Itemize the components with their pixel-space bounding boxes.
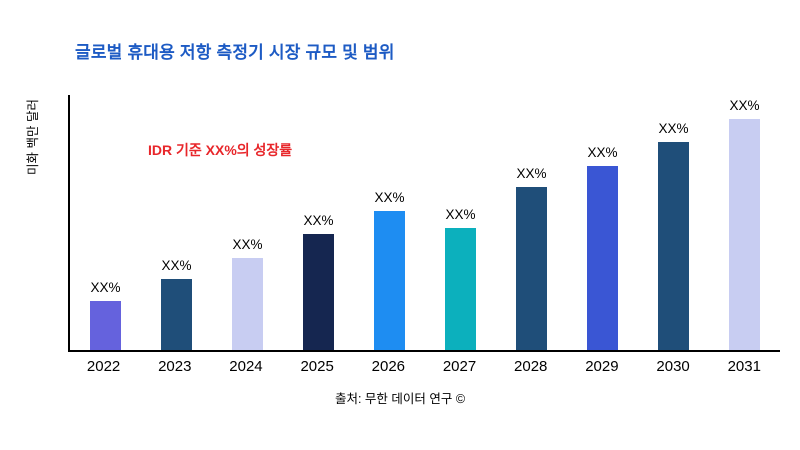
- bar-value-label: XX%: [303, 213, 334, 228]
- x-tick-label: 2028: [514, 358, 548, 375]
- bar-column: XX%: [370, 95, 410, 350]
- bar: [374, 211, 405, 350]
- bar-value-label: XX%: [90, 280, 121, 295]
- bar-value-label: XX%: [516, 166, 547, 181]
- bar-value-label: XX%: [445, 207, 476, 222]
- plot-area: XX% XX% XX% XX% XX% XX% XX% XX% XX% XX%: [68, 95, 780, 352]
- chart-title: 글로벌 휴대용 저항 측정기 시장 규모 및 범위: [75, 43, 395, 62]
- bar-column: XX%: [583, 95, 623, 350]
- x-tick-label: 2025: [300, 358, 334, 375]
- bars-row: XX% XX% XX% XX% XX% XX% XX% XX% XX% XX%: [70, 95, 780, 350]
- bar: [587, 166, 618, 350]
- bar: [90, 301, 121, 350]
- bar-value-label: XX%: [729, 98, 760, 113]
- source-attribution: 출처: 무한 데이터 연구 ©: [334, 392, 466, 406]
- bar: [303, 234, 334, 350]
- bar-column: XX%: [725, 95, 765, 350]
- growth-rate-annotation: IDR 기준 XX%의 성장률: [148, 142, 293, 158]
- bar-value-label: XX%: [232, 237, 263, 252]
- x-tick-label: 2022: [86, 358, 121, 375]
- x-tick-label: 2027: [442, 358, 477, 375]
- bar-column: XX%: [512, 95, 552, 350]
- bar-column: XX%: [228, 95, 268, 350]
- bar: [445, 228, 476, 350]
- x-tick-label: 2024: [229, 358, 263, 375]
- bar-value-label: XX%: [374, 190, 405, 205]
- x-tick-label: 2030: [656, 358, 690, 375]
- x-tick-label: 2026: [371, 358, 406, 375]
- bar-column: XX%: [441, 95, 481, 350]
- bar: [232, 258, 263, 350]
- bar-value-label: XX%: [161, 258, 192, 273]
- x-tick-label: 2031: [727, 358, 761, 375]
- x-axis-tick-labels: 2022 2023 2024 2025 2026 2027 2028 2029 2030 2031: [68, 358, 780, 375]
- bar: [161, 279, 192, 350]
- bar-column: XX%: [86, 95, 126, 350]
- y-axis-label: 미화 백만 달러: [26, 99, 40, 175]
- bar: [658, 142, 689, 350]
- x-tick-label: 2023: [158, 358, 192, 375]
- bar-column: XX%: [299, 95, 339, 350]
- bar-value-label: XX%: [658, 121, 689, 136]
- bar-column: XX%: [157, 95, 197, 350]
- bar: [516, 187, 547, 350]
- x-tick-label: 2029: [585, 358, 619, 375]
- bar: [729, 119, 760, 350]
- bar-column: XX%: [654, 95, 694, 350]
- bar-value-label: XX%: [587, 145, 618, 160]
